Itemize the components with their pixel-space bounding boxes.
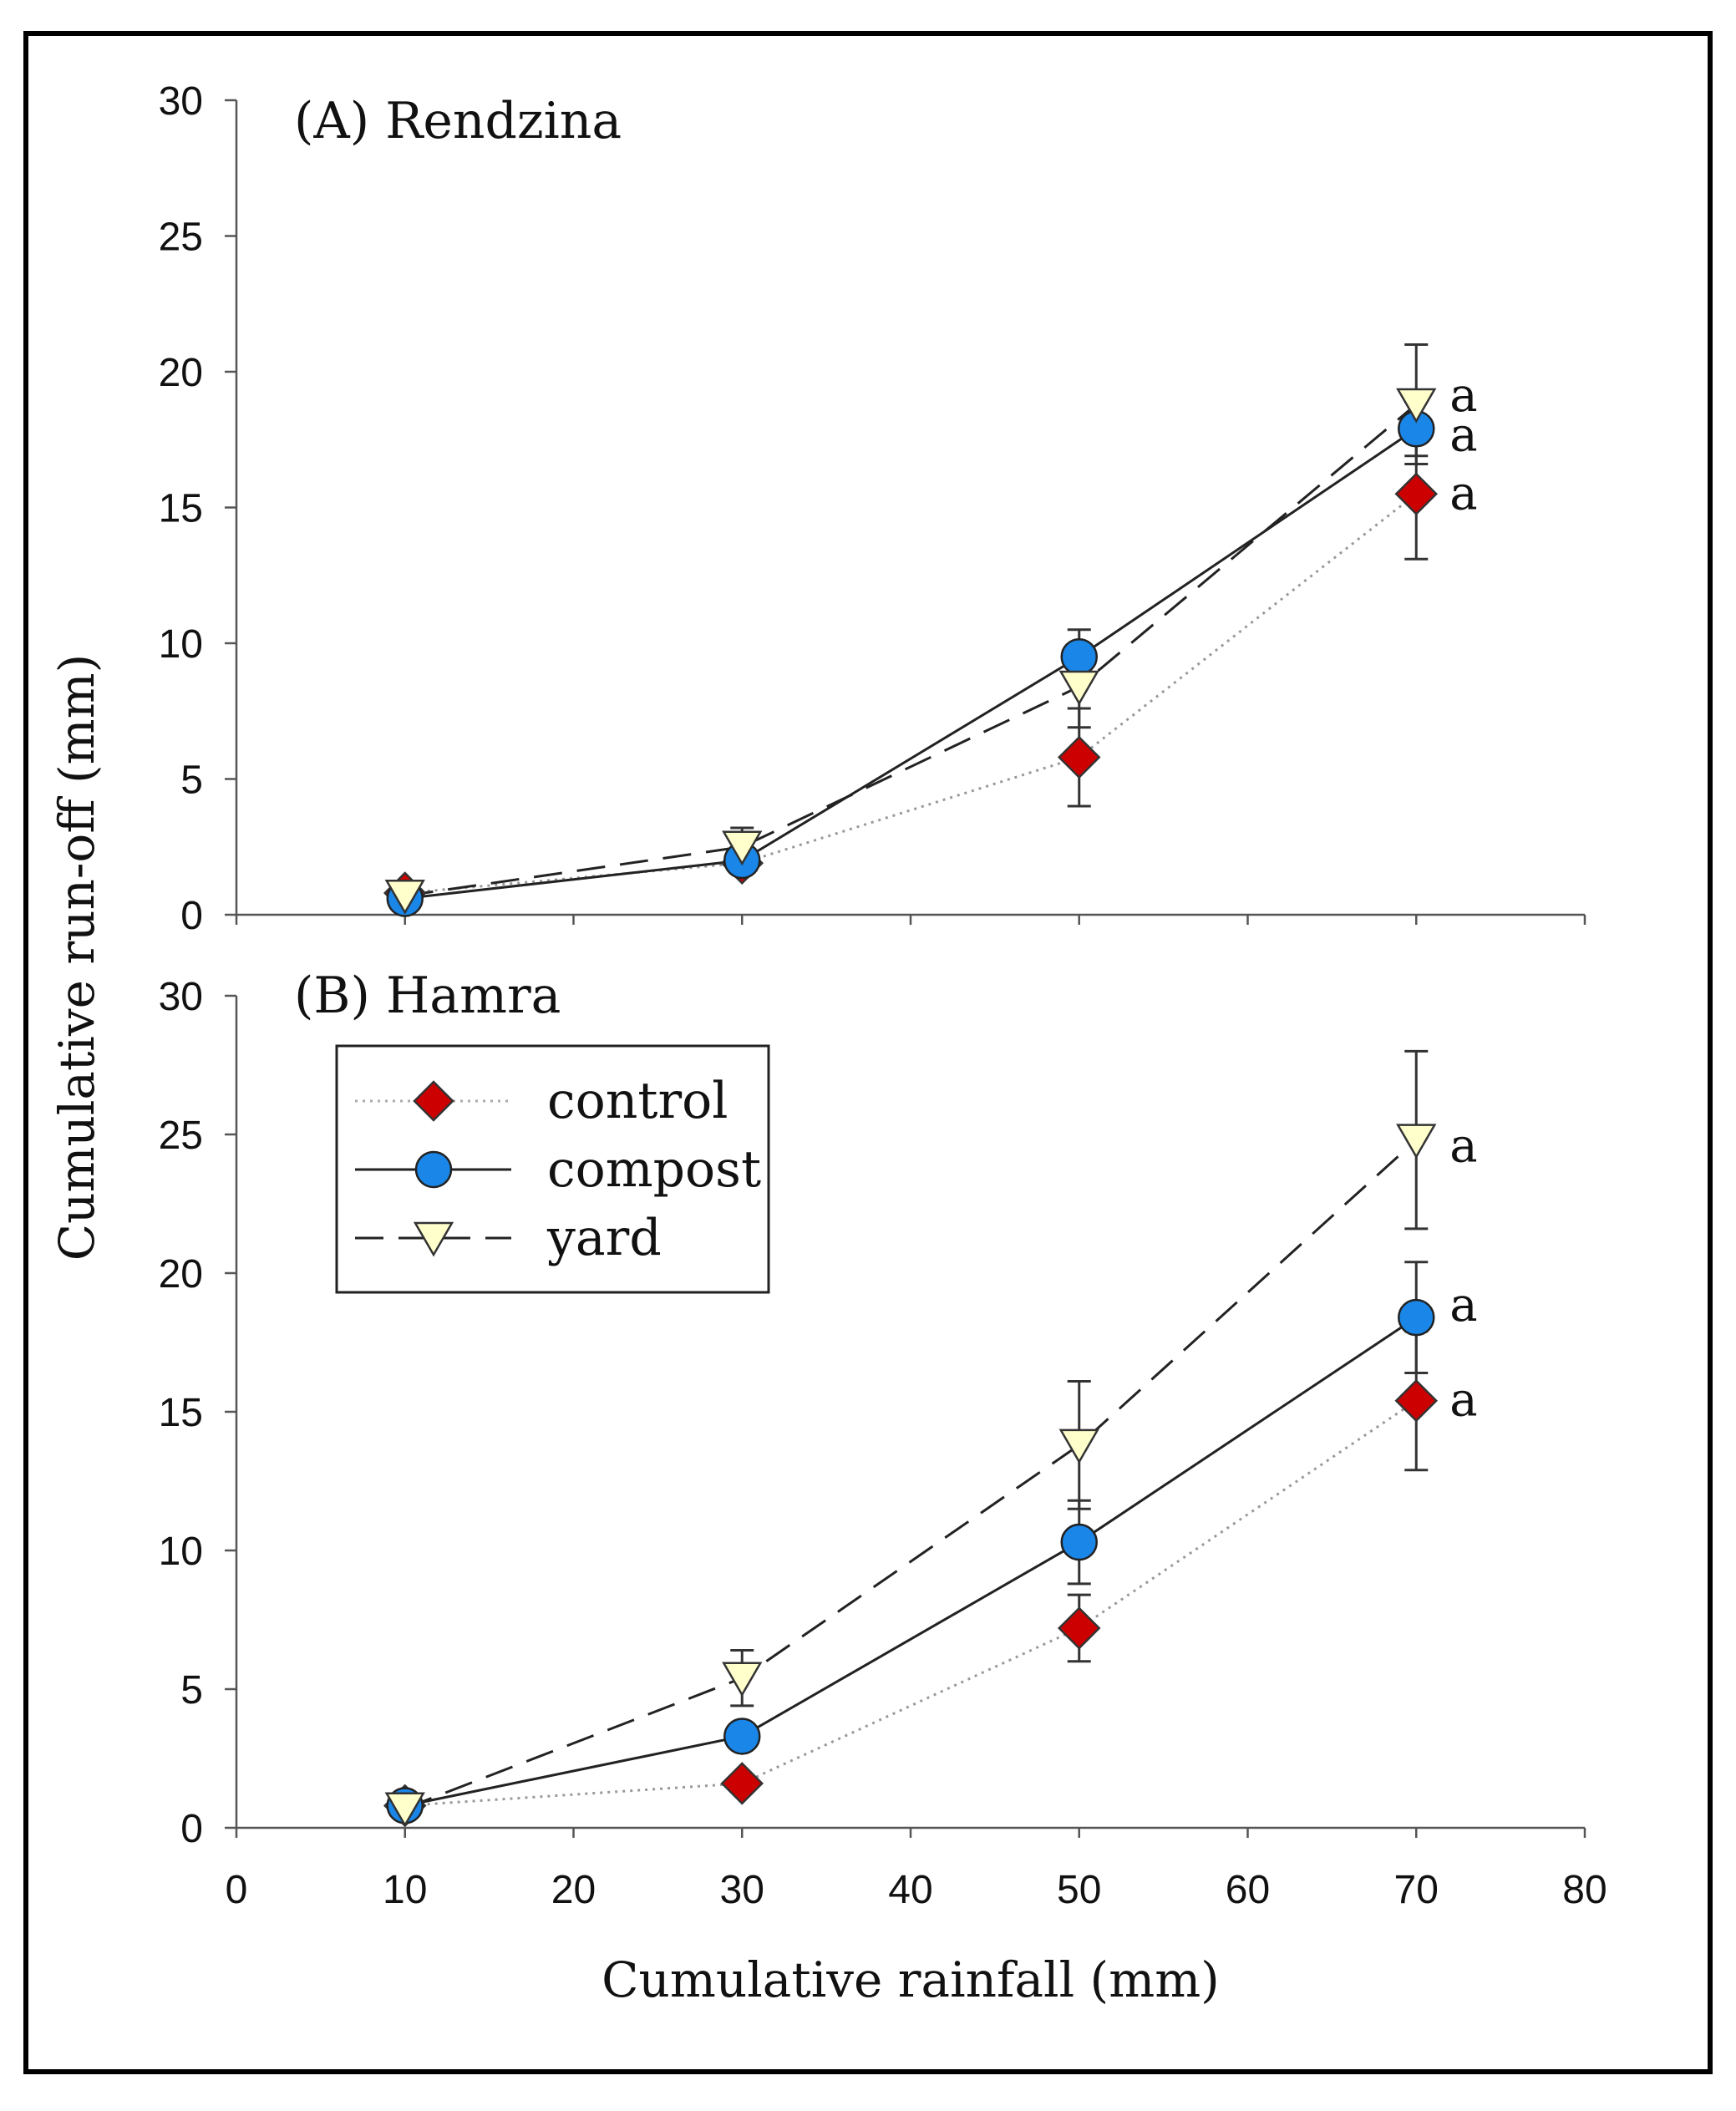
panel-b-control-point [1394,1378,1439,1423]
panel-b-y-tick-label: 15 [159,1391,203,1435]
panel-b-yard-point [722,1662,763,1697]
legend-compost-marker [414,1150,453,1189]
panel-b-x-tick-label: 50 [1057,1868,1101,1912]
panel-b-y-tick-label: 10 [159,1530,203,1574]
panel-a-y-tick-label: 30 [159,79,203,124]
panel-a-control-point [1394,472,1439,516]
panel-a-yard-point [1396,388,1437,424]
panel-a-y-tick-label: 20 [159,351,203,395]
panel-b-axes: 0 5 10 15 20 25 30 0 10 20 30 40 50 60 70 80 [159,975,1607,1912]
panel-a-yard-line [404,403,1418,897]
panel-a-yard-point [1058,670,1099,706]
panel-b-y-tick-label: 30 [159,975,203,1019]
panel-b-y-tick-label: 20 [159,1252,203,1297]
panel-b-y-tick-label: 5 [180,1668,203,1713]
panel-b-x-tick-label: 30 [720,1868,764,1912]
panel-a-compost-significance-label: a [1449,408,1477,462]
panel-b-x-tick-label: 20 [551,1868,596,1912]
panel-a-yard-point [722,830,763,866]
panel-a-control-line [404,493,1418,895]
panel-b-compost-significance-label: a [1449,1278,1477,1332]
panel-b-control-line [404,1399,1418,1807]
panel-a-y-tick-label: 10 [159,622,203,667]
panel-b-control-point [1057,1606,1101,1650]
legend-compost-label: compost [547,1140,761,1199]
legend: control compost yard [335,1044,770,1294]
panel-a-y-tick-label: 5 [180,759,203,803]
panel-a-control-significance-label: a [1449,466,1477,520]
panel-b-compost-line [404,1316,1418,1807]
panel-a-series: aaa [383,343,1478,917]
panel-a-y-tick-label: 0 [180,894,203,938]
panel-a-yard-point [384,880,425,915]
legend-item-yard: yard [355,1209,662,1267]
figure-frame [23,31,1713,2074]
panel-b-control-significance-label: a [1449,1373,1477,1428]
panel-b-series: aaa [383,1049,1478,1828]
legend-item-control: control [355,1072,728,1130]
panel-b-yard-point [1396,1124,1437,1160]
panel-b-y-tick-label: 0 [180,1807,203,1851]
panel-a-rendzina: (A) Rendzina 0 5 10 15 20 25 30 aaa [159,79,1586,938]
panel-a-yard-significance-label: a [1449,368,1477,423]
y-axis-title: Cumulative run-off (mm) [48,654,105,1261]
panel-a-axes: 0 5 10 15 20 25 30 [159,79,1586,938]
legend-control-marker [413,1080,454,1122]
legend-yard-marker [413,1221,454,1257]
panel-b-yard-line [404,1139,1418,1810]
panel-a-title: (A) Rendzina [294,92,622,150]
panel-a-y-tick-label: 15 [159,487,203,531]
panel-b-title: (B) Hamra [294,967,561,1025]
legend-item-compost: compost [355,1140,761,1199]
panel-b-compost-point [723,1718,761,1755]
panel-a-y-tick-label: 25 [159,216,203,260]
legend-yard-label: yard [546,1209,662,1267]
panel-b-yard-point [384,1792,425,1828]
panel-b-x-tick-label: 70 [1394,1868,1439,1912]
panel-b-y-tick-label: 25 [159,1114,203,1158]
panel-b-x-tick-label: 0 [226,1868,248,1912]
panel-a-compost-point [1060,638,1098,676]
panel-b-yard-point [1058,1428,1099,1464]
legend-control-label: control [547,1072,728,1130]
panel-a-control-point [1057,735,1101,779]
panel-b-x-tick-label: 80 [1562,1868,1607,1912]
panel-b-compost-point [1060,1523,1098,1561]
panel-a-compost-line [404,428,1418,900]
panel-b-x-tick-label: 60 [1226,1868,1270,1912]
panel-b-yard-significance-label: a [1449,1119,1477,1174]
x-axis-title: Cumulative rainfall (mm) [602,1951,1220,2008]
panel-b-x-tick-label: 10 [383,1868,427,1912]
panel-b-control-point [720,1762,764,1805]
panel-b-compost-point [1398,1298,1435,1337]
panel-b-x-tick-label: 40 [888,1868,932,1912]
